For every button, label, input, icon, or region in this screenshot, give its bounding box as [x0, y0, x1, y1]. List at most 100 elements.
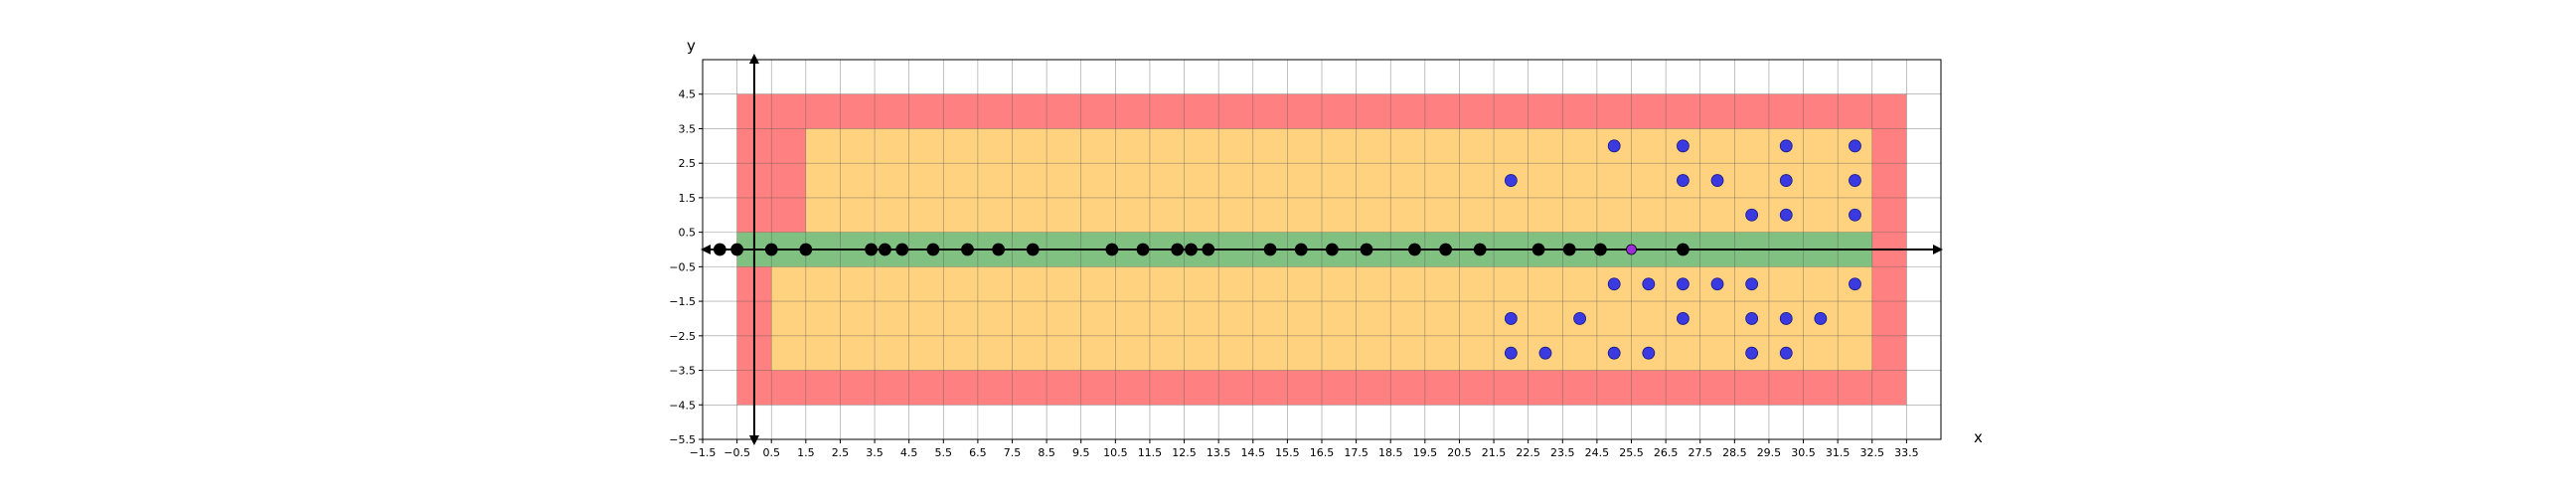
data-point — [1360, 243, 1373, 256]
data-point — [1294, 243, 1308, 256]
data-point — [992, 243, 1006, 256]
y-tick-label: −4.5 — [669, 399, 696, 412]
x-tick-label: −1.5 — [690, 446, 717, 459]
y-tick-label: 1.5 — [679, 192, 697, 205]
orange-zone-upper — [805, 128, 1872, 233]
x-axis-arrow-left — [701, 245, 711, 254]
data-points — [713, 139, 1861, 360]
data-point — [1677, 312, 1690, 325]
data-point — [1136, 243, 1150, 256]
x-tick-label: 4.5 — [900, 446, 918, 459]
x-tick-label: 26.5 — [1654, 446, 1679, 459]
data-point — [1745, 208, 1759, 222]
data-point — [879, 243, 891, 256]
data-point — [1607, 139, 1621, 153]
data-point — [1325, 243, 1339, 256]
x-tick-labels: −1.5 −0.5 0.5 1.5 2.5 3.5 4.5 5.5 6.5 7.5 8.5 9.5 10… — [690, 439, 1919, 459]
x-tick-label: 5.5 — [935, 446, 953, 459]
y-tick-label: 2.5 — [679, 157, 697, 170]
x-tick-label: 15.5 — [1275, 446, 1300, 459]
x-tick-label: 25.5 — [1619, 446, 1644, 459]
x-tick-label: 14.5 — [1241, 446, 1266, 459]
x-tick-label: 32.5 — [1860, 446, 1885, 459]
x-tick-label: 20.5 — [1447, 446, 1472, 459]
data-point — [1473, 243, 1487, 256]
data-point — [1814, 312, 1828, 325]
data-point — [1677, 243, 1690, 256]
data-point — [1779, 208, 1793, 222]
data-point — [1779, 174, 1793, 187]
y-axis-arrow-down — [748, 435, 759, 445]
x-tick-label: 31.5 — [1826, 446, 1851, 459]
x-tick-label: 2.5 — [832, 446, 850, 459]
y-tick-label: −3.5 — [669, 365, 696, 378]
x-tick-label: 27.5 — [1688, 446, 1712, 459]
x-tick-label: 7.5 — [1004, 446, 1022, 459]
data-point — [926, 243, 940, 256]
x-tick-label: 29.5 — [1757, 446, 1782, 459]
data-point — [1677, 174, 1690, 187]
y-tick-label: −5.5 — [669, 433, 696, 446]
data-point — [1642, 277, 1656, 291]
data-point — [1105, 243, 1119, 256]
y-tick-label: −0.5 — [669, 260, 696, 273]
x-tick-label: 21.5 — [1482, 446, 1507, 459]
data-point — [799, 243, 813, 256]
data-point — [1531, 243, 1545, 256]
x-tick-label: 16.5 — [1310, 446, 1335, 459]
data-point — [1626, 244, 1637, 255]
data-point — [1677, 139, 1690, 153]
x-tick-label: 19.5 — [1413, 446, 1438, 459]
x-tick-label: 9.5 — [1072, 446, 1090, 459]
x-tick-label: 18.5 — [1378, 446, 1403, 459]
data-point — [1593, 243, 1607, 256]
data-point — [1677, 277, 1690, 291]
x-tick-label: 10.5 — [1103, 446, 1128, 459]
x-tick-label: 33.5 — [1894, 446, 1919, 459]
y-tick-label: −2.5 — [669, 330, 696, 343]
data-point — [713, 243, 726, 256]
x-axis-label: x — [1974, 428, 1983, 446]
data-point — [1185, 243, 1198, 256]
data-point — [1849, 277, 1861, 291]
x-tick-label: 1.5 — [797, 446, 815, 459]
data-point — [1263, 243, 1277, 256]
data-point — [1745, 277, 1759, 291]
data-point — [1439, 243, 1452, 256]
y-tick-label: 4.5 — [679, 88, 697, 101]
data-point — [1504, 346, 1518, 360]
x-tick-label: 23.5 — [1550, 446, 1575, 459]
data-point — [1504, 174, 1518, 187]
x-tick-label: 28.5 — [1722, 446, 1747, 459]
data-point — [764, 243, 778, 256]
data-point — [1607, 346, 1621, 360]
y-axis-label: y — [687, 37, 696, 55]
data-point — [1642, 346, 1656, 360]
x-tick-label: 3.5 — [866, 446, 884, 459]
x-tick-label: 11.5 — [1138, 446, 1163, 459]
x-tick-label: 6.5 — [969, 446, 987, 459]
x-tick-label: 24.5 — [1585, 446, 1610, 459]
data-point — [865, 243, 878, 256]
data-point — [1573, 312, 1586, 325]
data-point — [1026, 243, 1040, 256]
y-tick-label: 3.5 — [679, 122, 697, 135]
data-point — [1779, 312, 1793, 325]
x-axis-arrow-right — [1933, 245, 1943, 254]
data-point — [1779, 346, 1793, 360]
y-tick-label: 0.5 — [679, 227, 697, 240]
y-axis-arrow-up — [748, 54, 759, 64]
x-tick-label: −0.5 — [724, 446, 750, 459]
x-tick-label: 30.5 — [1791, 446, 1816, 459]
y-tick-label: −1.5 — [669, 295, 696, 308]
data-point — [1562, 243, 1576, 256]
data-point — [1849, 208, 1861, 222]
data-point — [1849, 139, 1861, 153]
data-point — [730, 243, 744, 256]
data-point — [1745, 346, 1759, 360]
x-tick-label: 8.5 — [1038, 446, 1055, 459]
x-tick-label: 22.5 — [1516, 446, 1540, 459]
x-tick-label: 13.5 — [1207, 446, 1231, 459]
axes-layer — [701, 54, 1943, 445]
